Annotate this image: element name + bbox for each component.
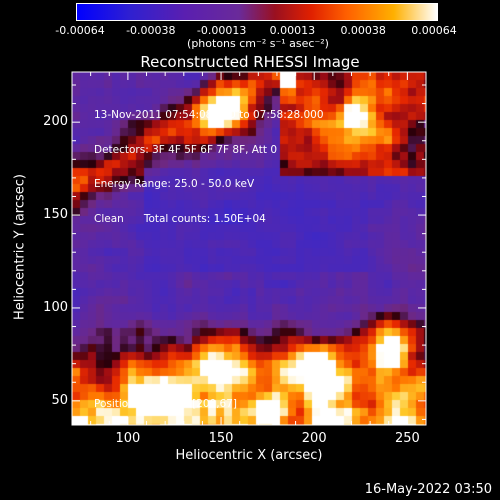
heatmap-canvas (72, 72, 426, 425)
plot-frame (71, 71, 427, 426)
x-axis-label: Heliocentric X (arcsec) (175, 448, 323, 463)
colorbar-tick-label: -0.00064 (55, 24, 105, 37)
colorbar-tick-label: -0.00038 (126, 24, 176, 37)
y-tick-label: 150 (43, 207, 68, 223)
timestamp: 16-May-2022 03:50 (364, 482, 492, 497)
x-tick-label: 100 (115, 431, 141, 446)
colorbar-tick-label: 0.00038 (340, 24, 386, 37)
info-line: Detectors: 3F 4F 5F 6F 7F 8F, Att 0 (94, 143, 278, 156)
colorbar-tick-label: 0.00013 (269, 24, 316, 37)
colorbar (76, 3, 438, 21)
info-line: 13-Nov-2011 07:54:08.000 to 07:58:28.000 (94, 109, 324, 121)
heatmap-plot (72, 72, 426, 425)
y-tick-label: 100 (43, 299, 68, 315)
info-line: Energy Range: 25.0 - 50.0 keV (94, 178, 255, 190)
peak-label: Position of Peak = [200,67] (94, 398, 238, 410)
colorbar-tick-label: 0.00064 (411, 24, 457, 37)
chart-title: Reconstructed RHESSI Image (140, 53, 360, 71)
y-tick-label: 200 (43, 114, 68, 130)
y-axis-label: Heliocentric Y (arcsec) (12, 174, 28, 320)
info-block: 13-Nov-2011 07:54:08.000 to 07:58:28.000… (94, 87, 324, 237)
y-tick-label: 50 (51, 392, 68, 408)
colorbar-unit: (photons cm⁻² s⁻¹ asec⁻²) (187, 37, 329, 50)
x-tick-label: 150 (208, 431, 234, 446)
info-line: Clean Total counts: 1.50E+04 (94, 212, 266, 225)
x-tick-label: 200 (301, 431, 327, 446)
colorbar-tick-label: -0.00013 (196, 24, 247, 37)
x-tick-label: 250 (394, 431, 420, 446)
